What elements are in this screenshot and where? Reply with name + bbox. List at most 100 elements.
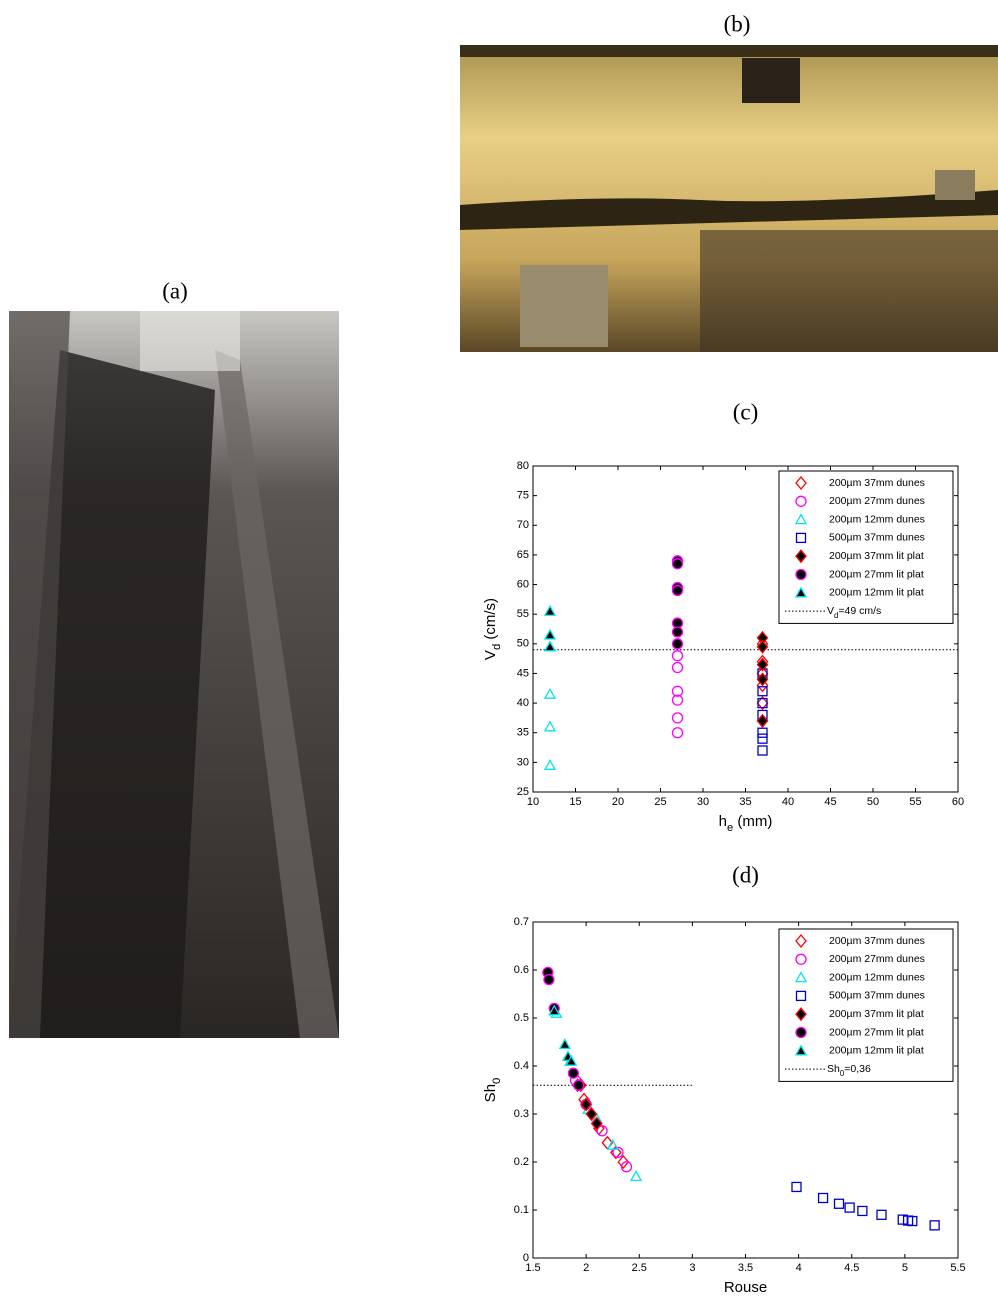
x-tick-label: 2.5: [632, 1262, 647, 1274]
legend-text: Sh0=0,36: [827, 1063, 871, 1078]
marker: [543, 758, 557, 770]
y-tick-label: 75: [517, 490, 529, 502]
marker: [757, 727, 768, 738]
legend-text: 200µm 27mm dunes: [829, 495, 925, 507]
marker: [795, 495, 807, 507]
x-axis-label-part: e: [727, 822, 733, 834]
marker: [612, 1146, 624, 1159]
y-tick-label: 0: [523, 1252, 529, 1264]
marker: [565, 1054, 578, 1066]
marker: [543, 628, 557, 640]
legend-text: 500µm 37mm dunes: [829, 990, 925, 1002]
marker: [617, 1154, 630, 1170]
chart-title: (c): [733, 399, 759, 424]
y-axis-label-part: V: [482, 650, 499, 660]
marker: [795, 475, 807, 491]
legend-text: 200µm 37mm lit plat: [829, 1008, 924, 1020]
marker: [671, 712, 684, 724]
x-tick-label: 3.5: [738, 1262, 753, 1274]
legend-text-part: Sh: [827, 1063, 840, 1075]
y-tick-label: 30: [517, 756, 529, 768]
legend-text: 200µm 37mm dunes: [829, 477, 925, 489]
marker: [795, 1026, 807, 1039]
y-tick-label: 35: [517, 727, 529, 739]
legend-text-part: d: [834, 611, 838, 620]
x-tick-label: 60: [952, 796, 964, 808]
legend-box: [778, 470, 954, 624]
x-tick-label: 10: [527, 796, 539, 808]
x-tick-label: 5.5: [950, 1262, 965, 1274]
marker: [794, 586, 808, 598]
photo-channel: [460, 45, 998, 352]
y-tick-label: 50: [517, 638, 529, 650]
y-tick-label: 55: [517, 608, 529, 620]
marker: [757, 686, 768, 697]
y-tick-label: 0.2: [514, 1156, 529, 1168]
x-tick-label: 35: [739, 796, 751, 808]
legend-text: 200µm 27mm lit plat: [829, 1026, 924, 1038]
y-axis-label-part: d: [491, 644, 503, 650]
marker: [794, 513, 808, 525]
x-tick-label: 30: [697, 796, 709, 808]
marker: [757, 697, 768, 709]
marker: [590, 1116, 603, 1131]
y-axis-label: Vd (cm/s): [482, 598, 503, 660]
chart: (c) 10 15 20 25 30 35 40 45 50 55 60 25 30 35 40 45 50 55 6…: [482, 399, 964, 834]
marker: [795, 1007, 807, 1022]
legend-text: 200µm 27mm dunes: [829, 953, 925, 965]
y-tick-label: 80: [517, 460, 529, 472]
legend-text-part: =49 cm/s: [838, 605, 881, 617]
x-tick-label: 55: [909, 796, 921, 808]
y-tick-label: 70: [517, 519, 529, 531]
y-tick-label: 25: [517, 786, 529, 798]
marker: [671, 558, 684, 570]
marker: [671, 650, 684, 662]
x-axis-label-part: Rouse: [724, 1279, 767, 1296]
legend-text: 200µm 12mm dunes: [829, 513, 925, 525]
legend-text-part: =0,36: [844, 1063, 871, 1075]
marker: [629, 1170, 643, 1182]
marker: [833, 1198, 845, 1209]
marker: [757, 745, 768, 756]
x-tick-label: 1.5: [525, 1262, 540, 1274]
y-tick-label: 65: [517, 549, 529, 561]
marker: [795, 568, 807, 581]
marker: [907, 1215, 918, 1227]
x-tick-label: 3: [689, 1262, 695, 1274]
y-tick-label: 0.4: [514, 1060, 529, 1072]
marker: [795, 933, 807, 949]
marker: [756, 657, 769, 672]
y-axis-label-part: (cm/s): [482, 598, 499, 644]
legend-text-part: V: [827, 605, 834, 617]
y-tick-label: 0.5: [514, 1012, 529, 1024]
x-tick-label: 40: [782, 796, 794, 808]
marker: [567, 1067, 580, 1079]
x-tick-label: 4: [796, 1262, 802, 1274]
marker: [756, 713, 769, 728]
marker: [795, 953, 807, 965]
marker: [794, 971, 808, 983]
x-axis-label-part: h: [719, 813, 727, 830]
y-tick-label: 40: [517, 697, 529, 709]
x-axis-label: Rouse: [724, 1279, 767, 1296]
marker: [795, 532, 807, 544]
marker: [795, 549, 807, 564]
marker: [756, 639, 769, 654]
marker: [757, 733, 768, 744]
marker: [671, 685, 684, 697]
y-axis-label-part: Sh: [482, 1084, 499, 1102]
legend-box: [778, 928, 954, 1082]
x-axis-label: he (mm): [719, 813, 773, 834]
marker: [929, 1220, 940, 1231]
chart: (d) 1.5 2 2.5 3 3.5 4 4.5 5 5.5 0 0.1 0.2 0.3 0.4 0.5 0.…: [482, 862, 966, 1296]
marker: [573, 1079, 585, 1091]
photo-flume: [9, 311, 339, 1038]
marker: [671, 626, 684, 638]
y-axis-label: Sh0: [482, 1078, 503, 1103]
marker: [791, 1181, 802, 1193]
marker: [756, 678, 769, 693]
marker: [756, 672, 769, 687]
legend-text: 200µm 37mm lit plat: [829, 550, 924, 562]
marker: [857, 1205, 868, 1217]
